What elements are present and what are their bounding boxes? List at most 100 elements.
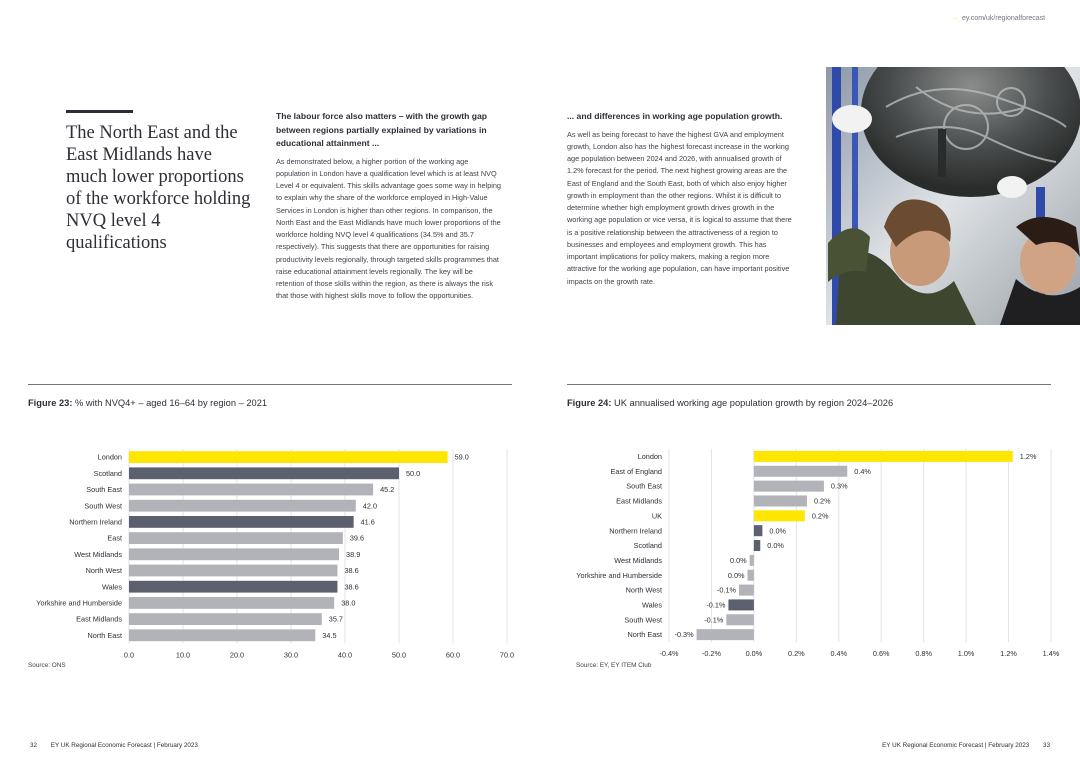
fig24-bar [747,569,754,581]
fig23-category-label: London [98,453,122,462]
column-2-body: As well as being forecast to have the hi… [567,129,792,286]
fig24-category-label: Northern Ireland [609,526,662,535]
fig23-value-label: 39.6 [350,534,364,543]
fig23-value-label: 38.0 [341,599,355,608]
fig24-category-label: Wales [642,601,662,610]
fig24-x-tick-label: -0.4% [659,649,679,658]
fig23-bar [129,499,356,512]
fig24-category-label: East Midlands [616,497,662,506]
fig24-x-tick-label: 0.0% [746,649,763,658]
fig23-bar [129,483,374,496]
fig23-category-label: Wales [102,582,122,591]
fig24-category-label: Scotland [634,541,662,550]
fig24-bar [753,495,807,507]
figure-24-rule [567,384,1051,385]
fig24-value-label: 0.2% [814,497,831,506]
fig23-value-label: 35.7 [329,615,343,624]
fig23-category-label: South West [84,501,122,510]
figure-23-title-text: % with NVQ4+ – aged 16–64 by region – 20… [72,398,268,408]
fig24-value-label: 0.4% [854,467,871,476]
fig23-value-label: 38.9 [346,550,360,559]
photo-illustration [826,67,1080,325]
footer-right-text: EY UK Regional Economic Forecast | Febru… [882,742,1030,749]
fig24-value-label: -0.3% [675,630,695,639]
figure-23-source: Source: ONS [28,662,66,669]
fig23-category-label: Northern Ireland [69,518,122,527]
figure-24-title: Figure 24: UK annualised working age pop… [567,398,893,408]
column-1-title: The labour force also matters – with the… [276,111,488,148]
headline-rule [66,110,133,113]
fig24-category-label: East of England [610,467,662,476]
fig24-category-label: Yorkshire and Humberside [576,571,662,580]
fig24-value-label: 1.2% [1020,452,1037,461]
fig23-value-label: 42.0 [363,501,377,510]
fig24-bar [739,584,754,596]
fig24-category-label: West Midlands [614,556,662,565]
page-number-right: 33 [1042,742,1050,749]
fig23-value-label: 59.0 [455,453,469,462]
fig24-x-tick-label: 0.4% [830,649,847,658]
footer-right: EY UK Regional Economic Forecast | Febru… [882,742,1050,749]
fig23-value-label: 45.2 [380,485,394,494]
fig24-value-label: 0.0% [769,526,786,535]
fig23-bar [129,564,338,577]
fig24-category-label: South West [624,615,662,624]
fig24-x-tick-label: 1.2% [1000,649,1017,658]
fig23-bar [129,597,335,609]
figure-23-label: Figure 23: [28,398,73,408]
site-url-text: ey.com/uk/regionalforecast [962,15,1046,22]
fig23-category-label: North East [88,631,122,640]
fig23-x-tick-label: 30.0 [284,650,298,659]
fig23-x-tick-label: 0.0 [124,650,134,659]
engineers-photo [826,67,1080,325]
fig24-bar [726,614,754,626]
fig23-value-label: 41.6 [361,518,375,527]
fig23-category-label: East Midlands [76,615,122,624]
site-url-link[interactable]: → ey.com/uk/regionalforecast [951,15,1045,22]
fig24-value-label: -0.1% [717,586,737,595]
fig23-category-label: South East [86,485,122,494]
fig24-category-label: London [638,452,662,461]
fig23-category-label: East [107,534,122,543]
fig23-value-label: 34.5 [322,631,336,640]
fig24-value-label: 0.0% [730,556,747,565]
figure-24-source: Source: EY, EY ITEM Club [576,662,652,669]
fig24-x-tick-label: 0.2% [788,649,805,658]
fig23-category-label: West Midlands [74,550,122,559]
fig24-bar [749,554,754,566]
fig23-x-tick-label: 70.0 [500,650,514,659]
fig23-bar [129,613,322,625]
fig24-value-label: 0.3% [831,482,848,491]
fig23-value-label: 38.6 [344,566,358,575]
fig24-bar [728,599,754,611]
fig24-category-label: South East [626,482,662,491]
fig24-category-label: North West [626,586,662,595]
fig23-x-tick-label: 50.0 [392,650,406,659]
fig24-bar [753,465,848,477]
fig23-value-label: 38.6 [344,582,358,591]
fig23-bar [129,532,343,544]
text-column-1: The labour force also matters – with the… [276,110,501,303]
fig23-bar [129,548,340,561]
fig24-bar [753,510,805,522]
fig23-bar [129,516,354,528]
fig24-value-label: 0.2% [812,511,829,520]
figure-24-label: Figure 24: [567,398,612,408]
fig23-bar [129,467,399,480]
fig24-bar [753,450,1013,462]
figure-23-title: Figure 23: % with NVQ4+ – aged 16–64 by … [28,398,267,408]
figure-24-title-text: UK annualised working age population gro… [611,398,894,408]
page-headline: The North East and the East Midlands hav… [66,123,251,254]
footer-left-text: EY UK Regional Economic Forecast | Febru… [50,742,198,749]
fig23-x-tick-label: 10.0 [176,650,190,659]
column-1-body: As demonstrated below, a higher portion … [276,156,501,301]
figure-24-chart: -0.4% -0.2% 0.0% 0.2% 0.4% 0.6% 0.8% 1.0% 1.2% 1.… [576,449,1060,658]
column-2-title: ... and differences in working age popul… [567,111,783,121]
arrow-right-icon: → [951,15,958,22]
fig24-x-tick-label: 0.6% [873,649,890,658]
fig24-bar [753,540,761,552]
fig24-bar [753,525,763,537]
fig23-value-label: 50.0 [406,469,420,478]
fig23-x-tick-label: 60.0 [446,650,460,659]
fig23-category-label: Scotland [94,469,122,478]
